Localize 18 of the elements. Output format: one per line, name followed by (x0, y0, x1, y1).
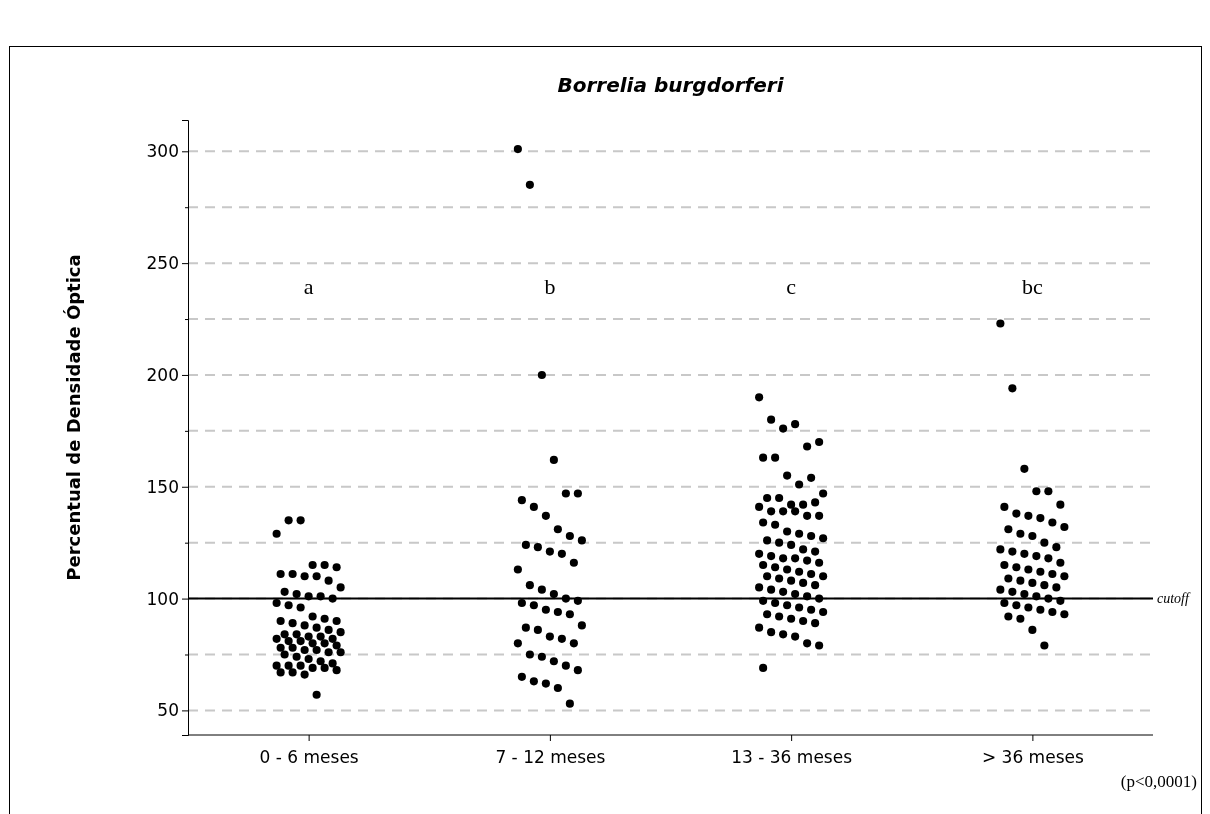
y-tick-label: 100 (146, 588, 179, 609)
y-tick-label: 200 (146, 364, 179, 385)
annotation: a (303, 274, 314, 299)
y-tick-label: 50 (157, 700, 179, 721)
ref-line-label: cutoff (1157, 590, 1191, 606)
chart-title: Borrelia burgdorferi (557, 73, 785, 97)
x-tick-label: 7 - 12 meses (495, 746, 606, 767)
annotation: bc (1021, 274, 1043, 299)
text: (p<0,0001) (1120, 772, 1197, 791)
y-axis-title: Percentual de Densidade Óptica (63, 254, 84, 581)
x-tick-label: 13 - 36 meses (731, 746, 853, 767)
x-tick-label: > 36 meses (981, 746, 1084, 767)
annotation: c (786, 274, 797, 299)
annotation: b (544, 274, 556, 299)
y-tick-label: 150 (146, 476, 179, 497)
y-tick-label: 300 (146, 141, 179, 162)
x-tick-label: 0 - 6 meses (259, 746, 359, 767)
y-tick-label: 250 (146, 253, 179, 274)
